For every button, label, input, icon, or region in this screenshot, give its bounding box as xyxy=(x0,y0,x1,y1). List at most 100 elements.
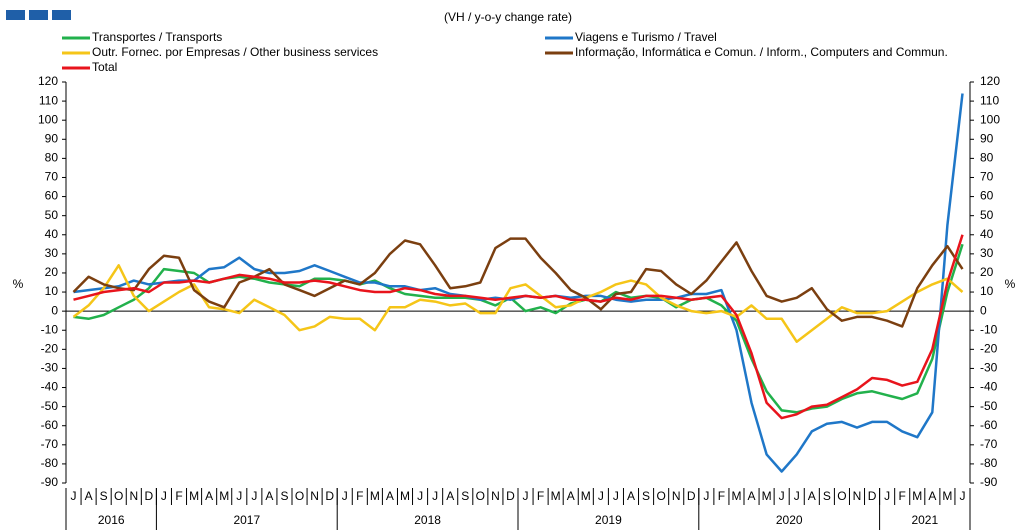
y-tick-label: 40 xyxy=(45,227,59,241)
x-tick-label: J xyxy=(236,489,242,503)
x-tick-label: A xyxy=(627,489,635,503)
y-tick-label: 70 xyxy=(45,170,59,184)
x-tick-label: J xyxy=(779,489,785,503)
year-label: 2019 xyxy=(595,513,622,527)
y2-tick-label: 110 xyxy=(980,93,999,107)
y-tick-label: 80 xyxy=(45,151,59,165)
x-tick-label: S xyxy=(642,489,650,503)
x-tick-label: M xyxy=(370,489,380,503)
y2-tick-label: 120 xyxy=(980,74,1000,88)
x-tick-label: S xyxy=(461,489,469,503)
y2-tick-label: 50 xyxy=(980,208,994,222)
x-tick-label: A xyxy=(748,489,756,503)
y2-tick-label: -70 xyxy=(980,437,998,451)
year-label: 2021 xyxy=(911,513,938,527)
y2-tick-label: 60 xyxy=(980,189,994,203)
x-tick-label: S xyxy=(280,489,288,503)
year-label: 2020 xyxy=(776,513,803,527)
y2-tick-label: -20 xyxy=(980,342,998,356)
y-tick-label: 10 xyxy=(45,284,59,298)
x-tick-label: J xyxy=(161,489,167,503)
y-tick-label: 100 xyxy=(38,112,58,126)
series-line xyxy=(72,237,964,328)
y-tick-label: -30 xyxy=(41,361,59,375)
x-tick-label: F xyxy=(718,489,725,503)
x-tick-label: M xyxy=(942,489,952,503)
x-tick-label: F xyxy=(175,489,182,503)
year-label: 2017 xyxy=(233,513,260,527)
y-tick-label: 120 xyxy=(38,74,58,88)
x-tick-label: O xyxy=(295,489,304,503)
x-tick-label: M xyxy=(731,489,741,503)
x-tick-label: J xyxy=(959,489,965,503)
x-tick-label: D xyxy=(868,489,877,503)
legend-label: Informação, Informática e Comun. / Infor… xyxy=(575,45,948,59)
x-tick-label: M xyxy=(400,489,410,503)
subtitle: (VH / y-o-y change rate) xyxy=(444,10,572,24)
x-tick-label: J xyxy=(613,489,619,503)
x-tick-label: M xyxy=(912,489,922,503)
x-tick-label: N xyxy=(672,489,681,503)
y-tick-label: -80 xyxy=(41,456,59,470)
x-tick-label: J xyxy=(703,489,709,503)
x-tick-label: A xyxy=(446,489,454,503)
y2-tick-label: -30 xyxy=(980,361,998,375)
x-tick-label: M xyxy=(581,489,591,503)
y2-tick-label: 40 xyxy=(980,227,994,241)
x-tick-label: M xyxy=(551,489,561,503)
y-tick-label: -20 xyxy=(41,342,59,356)
y2-tick-label: 100 xyxy=(980,112,1000,126)
y2-tick-label: 10 xyxy=(980,284,994,298)
x-tick-label: A xyxy=(265,489,273,503)
y2-tick-label: -80 xyxy=(980,456,998,470)
y-tick-label: -60 xyxy=(41,418,59,432)
y2-tick-label: -50 xyxy=(980,399,998,413)
y2-tick-label: 70 xyxy=(980,170,994,184)
y2-tick-label: 20 xyxy=(980,265,994,279)
x-tick-label: O xyxy=(114,489,123,503)
x-tick-label: J xyxy=(251,489,257,503)
year-label: 2018 xyxy=(414,513,441,527)
series-line xyxy=(73,234,964,420)
x-tick-label: A xyxy=(85,489,93,503)
x-tick-label: N xyxy=(491,489,500,503)
y-tick-label: 110 xyxy=(39,93,58,107)
y2-tick-label: -40 xyxy=(980,380,998,394)
x-tick-label: J xyxy=(598,489,604,503)
x-tick-label: D xyxy=(687,489,696,503)
x-tick-label: F xyxy=(537,489,544,503)
y2-tick-label: -60 xyxy=(980,418,998,432)
y2-tick-label: -10 xyxy=(980,322,998,336)
y-tick-label: 60 xyxy=(45,189,59,203)
legend-label: Outr. Fornec. por Empresas / Other busin… xyxy=(92,45,378,59)
y2-axis-label: % xyxy=(1005,277,1016,291)
x-tick-label: J xyxy=(523,489,529,503)
y2-tick-label: 30 xyxy=(980,246,994,260)
y-axis-label: % xyxy=(13,277,24,291)
logo-block xyxy=(29,10,48,20)
year-label: 2016 xyxy=(98,513,125,527)
legend-label: Total xyxy=(92,60,117,74)
x-tick-label: J xyxy=(432,489,438,503)
logo-block xyxy=(6,10,25,20)
x-tick-label: J xyxy=(342,489,348,503)
legend-label: Viagens e Turismo / Travel xyxy=(575,30,717,44)
x-tick-label: S xyxy=(100,489,108,503)
logo-block xyxy=(52,10,71,20)
y2-tick-label: -90 xyxy=(980,475,998,489)
y-tick-label: 30 xyxy=(45,246,59,260)
y-tick-label: 0 xyxy=(51,303,58,317)
x-tick-label: N xyxy=(853,489,862,503)
y-tick-label: 20 xyxy=(45,265,59,279)
x-tick-label: J xyxy=(884,489,890,503)
x-tick-label: A xyxy=(386,489,394,503)
legend-label: Transportes / Transports xyxy=(92,30,222,44)
x-tick-label: N xyxy=(129,489,138,503)
y-tick-label: 50 xyxy=(45,208,59,222)
x-tick-label: J xyxy=(417,489,423,503)
x-tick-label: A xyxy=(928,489,936,503)
x-tick-label: D xyxy=(506,489,515,503)
y-tick-label: -90 xyxy=(41,475,59,489)
x-tick-label: J xyxy=(794,489,800,503)
